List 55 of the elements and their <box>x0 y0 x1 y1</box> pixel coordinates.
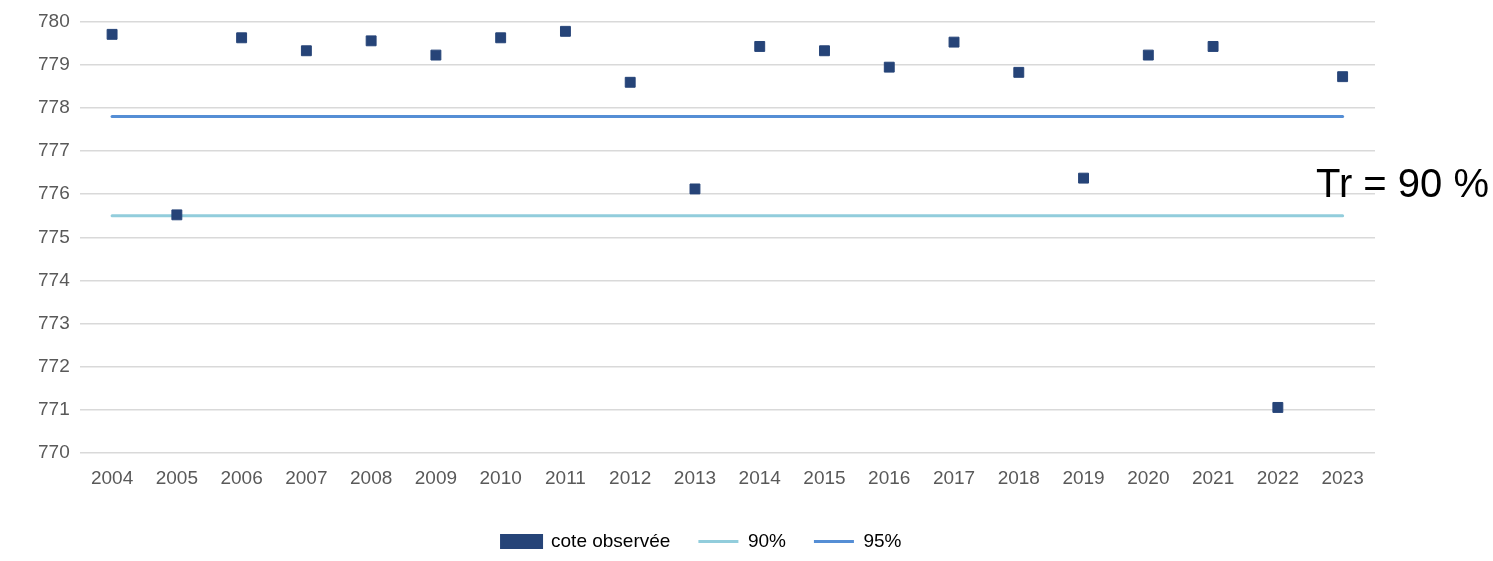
point <box>171 209 183 221</box>
point <box>300 45 312 57</box>
y-tick-label: 773 <box>38 311 70 333</box>
point <box>559 25 571 37</box>
x-tick-label: 2009 <box>414 466 458 488</box>
x-tick-label: 2022 <box>1256 466 1299 488</box>
legend-label: cote observée <box>551 529 671 551</box>
x-tick-label: 2014 <box>738 466 782 488</box>
point <box>365 35 377 47</box>
x-tick-label: 2016 <box>868 466 911 488</box>
y-tick-label: 777 <box>38 139 70 161</box>
x-tick-label: 2006 <box>220 466 263 488</box>
legend-label: 95% <box>863 529 902 551</box>
y-tick-label: 774 <box>38 268 71 290</box>
x-tick-label: 2008 <box>350 466 393 488</box>
point <box>689 183 701 195</box>
point <box>495 32 507 44</box>
y-tick-label: 772 <box>38 355 70 377</box>
point <box>106 28 118 40</box>
x-tick-label: 2007 <box>285 466 328 488</box>
x-tick-label: 2011 <box>545 466 586 488</box>
y-tick-label: 775 <box>38 225 70 247</box>
x-tick-label: 2004 <box>90 466 134 488</box>
x-tick-label: 2017 <box>932 466 976 488</box>
point <box>1078 172 1090 184</box>
x-tick-label: 2013 <box>673 466 717 488</box>
point <box>1337 71 1349 83</box>
point <box>1142 49 1154 61</box>
y-tick-label: 776 <box>38 182 70 204</box>
point <box>1013 66 1025 78</box>
x-tick-label: 2019 <box>1062 466 1105 488</box>
y-tick-label: 770 <box>38 441 70 463</box>
x-tick-label: 2023 <box>1321 466 1364 488</box>
x-tick-label: 2018 <box>997 466 1040 488</box>
y-tick-label: 778 <box>38 95 70 117</box>
point <box>1207 41 1219 52</box>
point <box>624 76 636 88</box>
x-tick-label: 2021 <box>1191 466 1235 488</box>
x-tick-label: 2010 <box>479 466 522 488</box>
y-tick-label: 780 <box>38 9 70 31</box>
point <box>1272 401 1284 413</box>
point <box>754 41 766 52</box>
point <box>430 49 442 61</box>
x-tick-label: 2015 <box>803 466 846 488</box>
y-tick-label: 771 <box>38 398 70 420</box>
point <box>948 36 960 48</box>
point <box>883 61 895 73</box>
x-tick-label: 2005 <box>155 466 198 488</box>
legend-label: 90% <box>747 529 787 551</box>
annotation: Tr = 90 % <box>1315 161 1489 206</box>
point <box>819 45 830 57</box>
x-tick-label: 2020 <box>1127 466 1170 488</box>
y-tick-label: 779 <box>38 52 70 74</box>
x-tick-label: 2012 <box>609 466 652 488</box>
point <box>236 32 248 44</box>
